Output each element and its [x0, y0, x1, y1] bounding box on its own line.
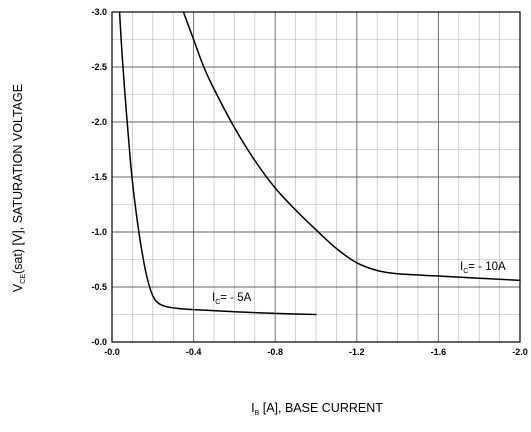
x-tick-label: -1.2 — [349, 347, 365, 357]
y-tick-label: -1.0 — [91, 227, 107, 237]
plot-frame — [111, 11, 521, 343]
y-tick-label: -2.0 — [91, 117, 107, 127]
y-tick-label: -3.0 — [91, 7, 107, 17]
major-gridlines — [112, 12, 520, 342]
series-line-ic-5a — [118, 11, 317, 316]
y-tick-label: -0.0 — [91, 337, 107, 347]
y-tick-label: -0.5 — [91, 282, 107, 292]
series-label-ic-5a: IC= - 5A — [212, 292, 252, 306]
x-tick-label: -1.6 — [431, 347, 447, 357]
y-tick-labels: -0.0 -0.5 -1.0 -1.5 -2.0 -2.5 -3.0 — [91, 7, 107, 347]
x-tick-label: -0.8 — [267, 347, 283, 357]
x-tick-label: -2.0 — [512, 347, 528, 357]
series — [118, 11, 521, 316]
y-tick-label: -1.5 — [91, 172, 107, 182]
y-tick-label: -2.5 — [91, 62, 107, 72]
x-axis-title: IB [A], BASE CURRENT — [251, 401, 383, 417]
x-tick-label: -0.4 — [186, 347, 202, 357]
series-line-ic-10a — [182, 11, 521, 282]
series-label-ic-10a: IC= - 10A — [460, 261, 506, 275]
y-axis-title: VCE(sat) [V], SATURATION VOLTAGE — [11, 84, 27, 292]
x-tick-labels: -0.0 -0.4 -0.8 -1.2 -1.6 -2.0 — [104, 347, 528, 357]
x-tick-label: -0.0 — [104, 347, 120, 357]
